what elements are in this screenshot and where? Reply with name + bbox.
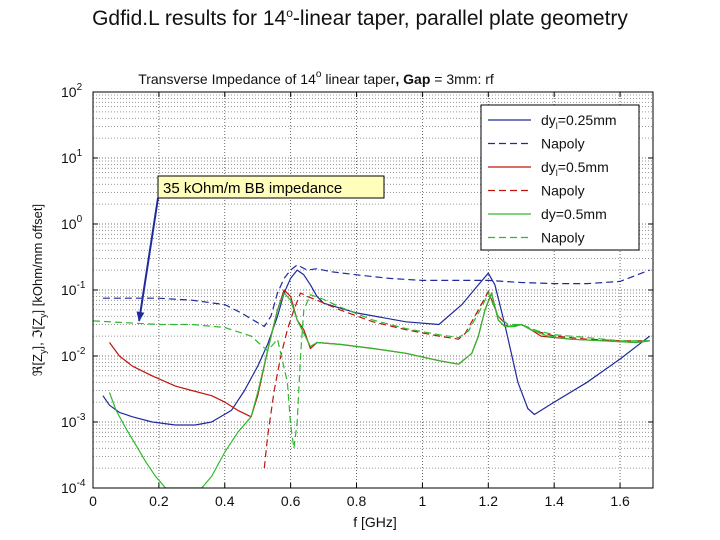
chart-title-main: Transverse Impedance of 14 xyxy=(138,71,316,87)
x-axis-label: f [GHz] xyxy=(353,514,397,530)
chart-title-degree: o xyxy=(316,69,322,80)
axis-ticks: 0 0.2 0.4 0.6 0.8 1 1.2 1.4 1.6 10-4 10-3 10-2 10-1 1… xyxy=(61,82,653,509)
annotation-arrow xyxy=(136,197,159,322)
y-tick-label: 10-3 xyxy=(61,412,86,430)
slide-title-degree: o xyxy=(286,6,293,20)
series-line-2 xyxy=(102,264,650,328)
annotation-box xyxy=(157,175,385,199)
slide-title-main: Gdfid.L results for 14 xyxy=(92,7,287,30)
y-tick-label: 101 xyxy=(61,148,83,166)
x-tick-label: 0.4 xyxy=(215,493,235,509)
x-tick-label: 0 xyxy=(89,493,97,509)
chart-title-bold: , Gap xyxy=(395,71,430,87)
chart-title-end: = 3mm: rf xyxy=(430,71,494,87)
series-line-5 xyxy=(108,292,650,488)
grid xyxy=(92,91,653,489)
series-line-1 xyxy=(102,269,651,426)
legend-label-2: Napoly xyxy=(541,136,585,152)
legend-label-3: dyl=0.5mm xyxy=(541,159,609,178)
y-axis-label: ℜ[Zy], ℑ[Zy] [kOhm/mm offset] xyxy=(30,204,48,376)
series-group xyxy=(93,264,651,488)
x-tick-label: 0.6 xyxy=(281,493,301,509)
y-tick-label: 10-1 xyxy=(61,280,86,298)
y-tick-label: 10-2 xyxy=(61,346,86,364)
y-tick-label: 100 xyxy=(61,214,83,232)
y-tick-label: 102 xyxy=(61,82,83,100)
legend-label-6: Napoly xyxy=(541,230,585,246)
x-tick-label: 1.2 xyxy=(479,493,499,509)
x-tick-label: 1.6 xyxy=(610,493,630,509)
slide-title-rest: -linear taper, parallel plate geometry xyxy=(292,7,628,30)
x-tick-label: 0.2 xyxy=(149,493,169,509)
annotation: 35 kOhm/m BB impedance xyxy=(136,175,385,322)
x-tick-label: 1.4 xyxy=(544,493,564,509)
legend-label-4: Napoly xyxy=(541,183,585,199)
series-line-6 xyxy=(93,292,650,449)
y-tick-label: 10-4 xyxy=(61,478,86,496)
legend: dyl=0.25mm Napoly dyl=0.5mm Napoly dy=0.5mm N… xyxy=(480,104,640,251)
slide-title: Gdfid.L results for 14o-linear taper, pa… xyxy=(0,6,720,31)
legend-label-1: dyl=0.25mm xyxy=(541,112,617,131)
legend-label-5: dy=0.5mm xyxy=(541,206,607,222)
chart-title: Transverse Impedance of 14o linear taper… xyxy=(138,69,494,87)
chart-title-mid: linear taper xyxy=(321,71,395,87)
legend-box xyxy=(480,104,640,251)
x-tick-label: 0.8 xyxy=(347,493,367,509)
annotation-text: 35 kOhm/m BB impedance xyxy=(163,180,342,197)
x-tick-label: 1 xyxy=(419,493,427,509)
